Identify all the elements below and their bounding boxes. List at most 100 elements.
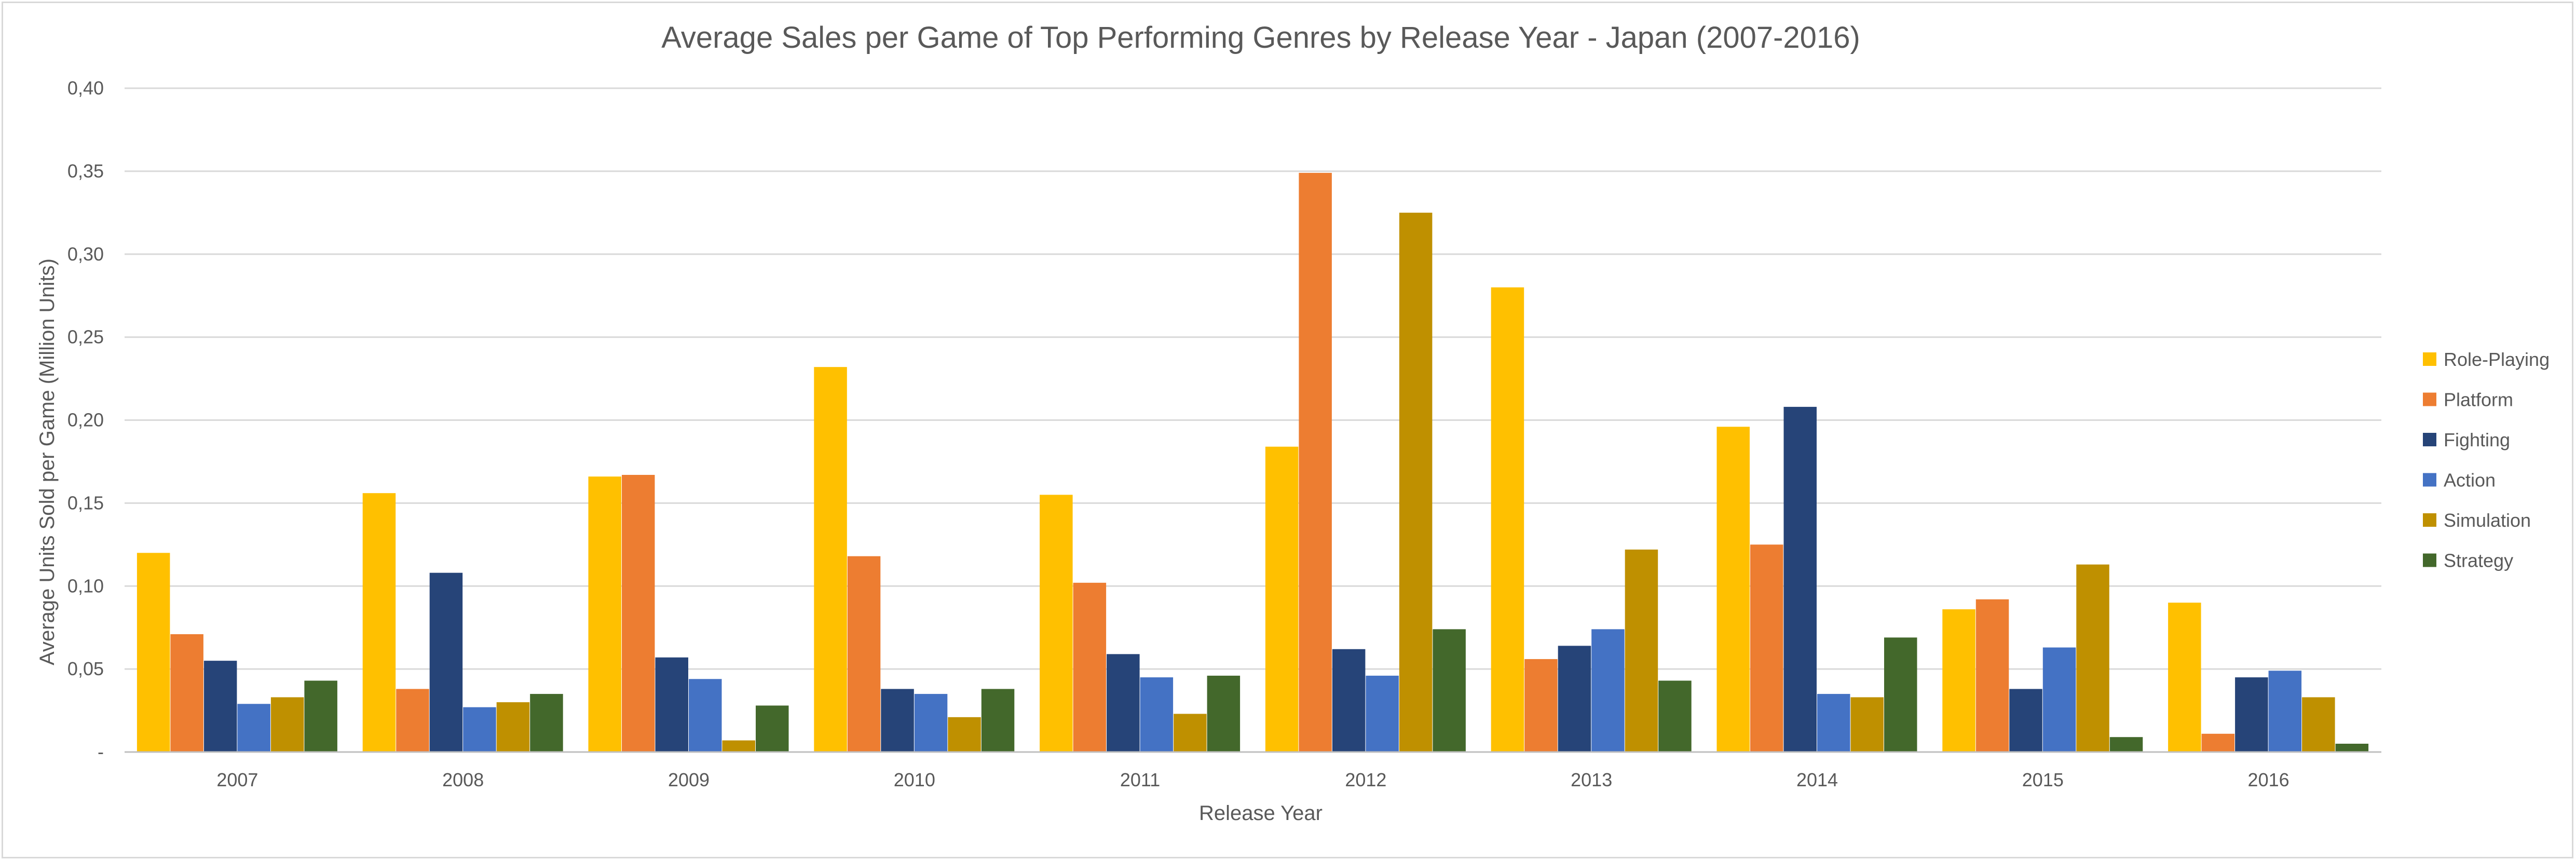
bar-action-2015 xyxy=(2042,647,2076,752)
bar-fighting-2007 xyxy=(203,661,237,752)
bar-fighting-2011 xyxy=(1107,654,1140,752)
bar-role-playing-2014 xyxy=(1716,427,1750,752)
bar-platform-2010 xyxy=(847,556,881,752)
bar-role-playing-2012 xyxy=(1265,446,1299,752)
bar-strategy-2012 xyxy=(1433,629,1466,752)
x-tick-label: 2015 xyxy=(2022,769,2064,790)
bar-fighting-2010 xyxy=(881,689,914,752)
bar-strategy-2016 xyxy=(2335,744,2369,752)
bar-simulation-2007 xyxy=(270,697,304,752)
bar-role-playing-2013 xyxy=(1491,287,1524,752)
bar-fighting-2015 xyxy=(2009,689,2042,752)
bar-simulation-2010 xyxy=(948,717,981,752)
legend-swatch xyxy=(2423,392,2436,406)
bar-fighting-2008 xyxy=(429,572,463,752)
bar-action-2009 xyxy=(689,679,722,752)
bar-action-2012 xyxy=(1366,675,1399,752)
bar-platform-2016 xyxy=(2201,733,2235,752)
legend-swatch xyxy=(2423,433,2436,446)
chart-title: Average Sales per Game of Top Performing… xyxy=(661,21,1860,54)
bars xyxy=(137,173,2369,752)
bar-strategy-2011 xyxy=(1207,675,1241,752)
y-axis-ticks: - 0,05 0,10 0,15 0,20 0,25 0,30 0,35 0,40 xyxy=(67,77,104,762)
bar-action-2011 xyxy=(1140,677,1174,752)
legend-label: Simulation xyxy=(2444,510,2531,531)
legend-label: Platform xyxy=(2444,389,2513,411)
bar-simulation-2009 xyxy=(722,740,755,752)
bar-action-2008 xyxy=(463,707,496,752)
bar-role-playing-2010 xyxy=(814,367,847,752)
legend-swatch xyxy=(2423,473,2436,487)
legend-swatch xyxy=(2423,352,2436,366)
bar-platform-2009 xyxy=(622,475,655,752)
y-tick-label: 0,15 xyxy=(67,492,104,513)
legend: Role-Playing Platform Fighting Action Simula… xyxy=(2423,349,2550,571)
bar-platform-2007 xyxy=(170,634,203,752)
x-tick-label: 2013 xyxy=(1571,769,1612,790)
bar-platform-2008 xyxy=(396,689,429,752)
bar-strategy-2010 xyxy=(981,689,1015,752)
y-tick-label: 0,25 xyxy=(67,326,104,348)
y-tick-label: 0,30 xyxy=(67,243,104,265)
legend-label: Fighting xyxy=(2444,429,2510,450)
x-tick-label: 2010 xyxy=(894,769,935,790)
bar-fighting-2009 xyxy=(655,657,688,752)
legend-label: Strategy xyxy=(2444,550,2513,571)
bar-role-playing-2011 xyxy=(1040,495,1073,752)
gridlines xyxy=(125,87,2381,670)
legend-swatch xyxy=(2423,553,2436,567)
bar-simulation-2016 xyxy=(2302,697,2335,752)
bar-platform-2015 xyxy=(1975,599,2009,752)
y-tick-label: 0,35 xyxy=(67,160,104,182)
bar-platform-2014 xyxy=(1750,544,1783,752)
bar-role-playing-2008 xyxy=(362,493,396,752)
x-axis-title: Release Year xyxy=(1199,802,1323,825)
legend-swatch xyxy=(2423,513,2436,527)
bar-action-2016 xyxy=(2268,671,2302,752)
bar-fighting-2012 xyxy=(1332,649,1366,752)
bar-role-playing-2016 xyxy=(2168,603,2201,752)
y-axis-title: Average Units Sold per Game (Million Uni… xyxy=(36,258,59,665)
bar-action-2010 xyxy=(914,694,948,752)
bar-fighting-2016 xyxy=(2235,677,2268,752)
y-tick-label: 0,20 xyxy=(67,409,104,431)
bar-strategy-2008 xyxy=(530,694,563,752)
bar-strategy-2013 xyxy=(1658,680,1692,752)
legend-label: Action xyxy=(2444,470,2496,491)
bar-platform-2012 xyxy=(1299,173,1332,752)
bar-strategy-2015 xyxy=(2109,737,2143,752)
bar-strategy-2014 xyxy=(1884,637,1917,752)
x-tick-label: 2012 xyxy=(1345,769,1386,790)
legend-label: Role-Playing xyxy=(2444,349,2550,370)
bar-simulation-2011 xyxy=(1174,714,1207,752)
x-axis-ticks: 2007 2008 2009 2010 2011 2012 2013 2014 2015 2016 xyxy=(216,769,2289,790)
y-tick-label: 0,40 xyxy=(67,77,104,99)
bar-role-playing-2015 xyxy=(1942,609,1975,752)
x-tick-label: 2008 xyxy=(442,769,484,790)
x-tick-label: 2014 xyxy=(1796,769,1838,790)
x-tick-label: 2016 xyxy=(2248,769,2289,790)
bar-simulation-2014 xyxy=(1850,697,1884,752)
bar-action-2013 xyxy=(1591,629,1625,752)
x-tick-label: 2011 xyxy=(1120,769,1160,790)
y-tick-label: 0,05 xyxy=(67,658,104,679)
y-tick-label: 0,10 xyxy=(67,575,104,596)
x-tick-label: 2009 xyxy=(668,769,710,790)
bar-platform-2011 xyxy=(1073,582,1107,752)
bar-action-2014 xyxy=(1817,694,1850,752)
bar-strategy-2007 xyxy=(304,680,337,752)
bar-platform-2013 xyxy=(1524,659,1558,752)
bar-strategy-2009 xyxy=(756,705,789,752)
y-tick-label: - xyxy=(98,741,104,762)
bar-role-playing-2007 xyxy=(137,553,170,752)
bar-simulation-2012 xyxy=(1399,212,1433,752)
bar-simulation-2008 xyxy=(496,702,530,752)
bar-role-playing-2009 xyxy=(588,476,621,752)
bar-action-2007 xyxy=(237,704,270,752)
bar-fighting-2014 xyxy=(1783,406,1817,752)
bar-simulation-2015 xyxy=(2076,564,2109,752)
bar-simulation-2013 xyxy=(1625,549,1658,752)
bar-fighting-2013 xyxy=(1558,646,1591,752)
